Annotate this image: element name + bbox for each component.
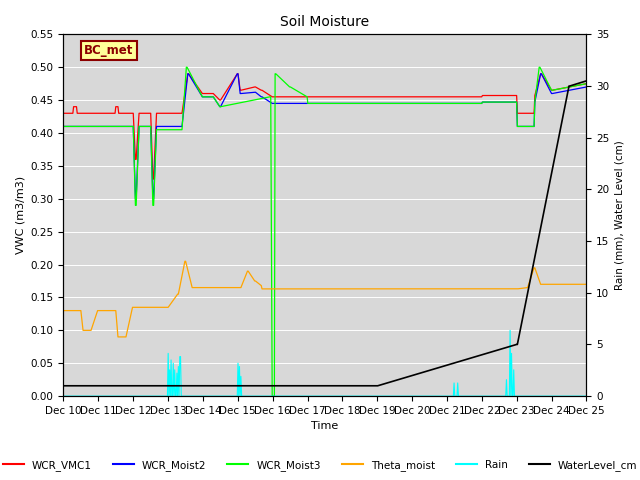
WCR_VMC1 (184, 71, 191, 77)
WCR_VMC1 (123, 110, 131, 116)
Rain (60, 393, 67, 399)
WaterLevel_cm (176, 383, 184, 389)
WaterLevel_cm (123, 383, 131, 389)
WaterLevel_cm (404, 374, 412, 380)
WCR_Moist3 (204, 94, 212, 100)
WCR_VMC1 (177, 110, 184, 116)
WCR_Moist3 (182, 64, 190, 70)
WCR_VMC1 (405, 94, 413, 100)
WCR_Moist2 (60, 123, 67, 129)
WaterLevel_cm (204, 383, 211, 389)
Rain (69, 393, 77, 399)
WCR_Moist3 (60, 123, 67, 129)
Rain (176, 354, 184, 360)
WCR_Moist3 (390, 100, 397, 106)
Theta_moist (114, 334, 122, 340)
Rain (204, 393, 211, 399)
WCR_Moist3 (405, 100, 413, 106)
WaterLevel_cm (69, 383, 77, 389)
WCR_Moist2 (177, 123, 184, 129)
Y-axis label: Rain (mm), Water Level (cm): Rain (mm), Water Level (cm) (615, 140, 625, 290)
Theta_moist (181, 258, 189, 264)
Text: BC_met: BC_met (84, 44, 134, 57)
Line: WCR_Moist3: WCR_Moist3 (63, 67, 586, 396)
WCR_Moist2 (405, 100, 413, 106)
Rain (404, 393, 412, 399)
Rain (388, 393, 396, 399)
WCR_Moist2 (205, 94, 212, 100)
X-axis label: Time: Time (311, 421, 339, 432)
Line: WCR_Moist2: WCR_Moist2 (63, 74, 586, 199)
WCR_Moist3 (69, 123, 77, 129)
Legend: WCR_VMC1, WCR_Moist2, WCR_Moist3, Theta_moist, Rain, WaterLevel_cm: WCR_VMC1, WCR_Moist2, WCR_Moist3, Theta_… (0, 456, 640, 475)
Theta_moist (582, 281, 590, 287)
Theta_moist (69, 308, 77, 313)
WCR_Moist2 (69, 123, 77, 129)
Rain (123, 393, 131, 399)
WCR_VMC1 (60, 110, 67, 116)
WCR_VMC1 (149, 176, 157, 182)
WCR_VMC1 (205, 91, 212, 96)
Line: WCR_VMC1: WCR_VMC1 (63, 74, 586, 179)
WCR_VMC1 (390, 94, 397, 100)
Line: Rain: Rain (63, 330, 586, 396)
Theta_moist (177, 280, 184, 286)
WCR_Moist3 (123, 123, 131, 129)
WCR_Moist2 (582, 84, 590, 90)
WCR_Moist3 (176, 127, 184, 132)
Rain (582, 393, 590, 399)
WCR_Moist2 (123, 123, 131, 129)
Theta_moist (205, 285, 212, 290)
WCR_Moist2 (132, 196, 140, 202)
WCR_VMC1 (582, 81, 590, 86)
Theta_moist (60, 308, 67, 313)
Rain (506, 327, 514, 333)
WCR_Moist2 (390, 100, 397, 106)
Theta_moist (124, 327, 131, 333)
Title: Soil Moisture: Soil Moisture (280, 15, 369, 29)
WaterLevel_cm (60, 383, 67, 389)
WaterLevel_cm (582, 78, 590, 84)
Line: WaterLevel_cm: WaterLevel_cm (63, 81, 586, 386)
WCR_VMC1 (69, 110, 77, 116)
WCR_Moist2 (184, 71, 191, 77)
WaterLevel_cm (388, 379, 396, 384)
WCR_Moist3 (268, 393, 276, 399)
Line: Theta_moist: Theta_moist (63, 261, 586, 337)
Theta_moist (405, 286, 413, 292)
Y-axis label: VWC (m3/m3): VWC (m3/m3) (15, 176, 25, 254)
Theta_moist (390, 286, 397, 292)
WCR_Moist3 (582, 81, 590, 86)
